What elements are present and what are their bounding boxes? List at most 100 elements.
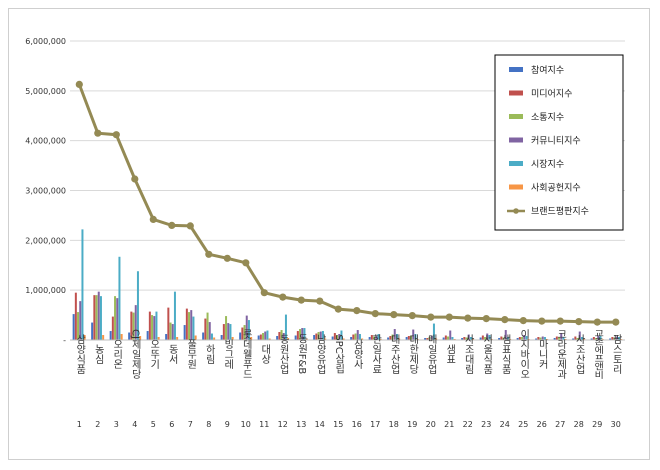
- bar-사회공헌지수: [157, 337, 160, 340]
- bar-시장지수: [432, 323, 435, 340]
- x-tick-label: 매일유업: [425, 334, 437, 374]
- bar-시장지수: [414, 334, 417, 340]
- rank-label: 21: [444, 420, 454, 429]
- line-point: [445, 313, 453, 321]
- rank-label: 30: [611, 420, 621, 429]
- bar-커뮤니티지수: [486, 333, 489, 340]
- bar-미디어지수: [500, 336, 503, 340]
- rank-label: 5: [151, 420, 156, 429]
- y-axis: - 1,000,000 2,000,000 3,000,000 4,000,000 5,0…: [25, 37, 66, 345]
- x-tick-label: 사조산업: [573, 334, 585, 374]
- line-point: [297, 296, 305, 304]
- bar-참여지수: [91, 322, 94, 340]
- rank-label: 24: [500, 420, 510, 429]
- bar-참여지수: [239, 332, 242, 340]
- bar-커뮤니티지수: [375, 336, 378, 340]
- bar-사회공헌지수: [102, 335, 105, 340]
- line-point: [556, 317, 564, 325]
- x-tick-label: 삼양사: [351, 339, 363, 370]
- bar-소통지수: [613, 337, 616, 340]
- bar-시장지수: [469, 337, 472, 340]
- line-point: [242, 259, 250, 267]
- x-tick-label: 동원F&B: [296, 334, 308, 375]
- bar-커뮤니티지수: [264, 331, 267, 340]
- legend-swatch: [509, 184, 523, 190]
- bar-참여지수: [479, 337, 482, 340]
- bar-참여지수: [257, 335, 260, 340]
- bar-소통지수: [188, 312, 191, 340]
- bar-시장지수: [377, 334, 380, 340]
- bar-커뮤니티지수: [430, 336, 433, 340]
- bar-소통지수: [95, 295, 98, 340]
- rank-label: 10: [241, 420, 251, 429]
- bar-커뮤니티지수: [190, 310, 193, 340]
- rank-label: 23: [481, 420, 491, 429]
- rank-label: 6: [169, 420, 174, 429]
- bar-미디어지수: [222, 324, 225, 340]
- line-point: [186, 222, 194, 230]
- rank-label: 13: [296, 420, 306, 429]
- bar-미디어지수: [185, 308, 188, 340]
- bar-시장지수: [617, 337, 620, 340]
- x-tick-label: 교촌에프앤비: [592, 329, 604, 380]
- bar-사회공헌지수: [176, 337, 179, 340]
- line-point: [408, 312, 416, 320]
- bar-사회공헌지수: [231, 337, 234, 340]
- bar-소통지수: [354, 333, 357, 340]
- bar-커뮤니티지수: [319, 331, 322, 340]
- bar-소통지수: [465, 337, 468, 340]
- bar-참여지수: [553, 338, 556, 340]
- y-tick-label: 3,000,000: [25, 187, 66, 196]
- rank-label: 15: [333, 420, 343, 429]
- x-tick-label: 롯데웰푸드: [240, 329, 252, 379]
- line-point: [149, 215, 157, 223]
- rank-label: 22: [463, 420, 473, 429]
- rank-label: 29: [592, 420, 602, 429]
- bar-미디어지수: [130, 311, 133, 340]
- bar-커뮤니티지수: [412, 329, 415, 340]
- bar-미디어지수: [296, 331, 299, 340]
- legend-label: 브랜드평판지수: [531, 206, 589, 217]
- line-point: [501, 316, 509, 324]
- x-tick-label: 샘표식품: [499, 334, 511, 374]
- rank-label: 17: [370, 420, 380, 429]
- x-tick-label: 풀무원: [185, 339, 197, 369]
- bar-참여지수: [128, 332, 131, 340]
- bar-참여지수: [331, 336, 334, 340]
- line-point: [371, 310, 379, 318]
- bar-커뮤니티지수: [282, 333, 285, 340]
- x-tick-label: 사조대림: [462, 334, 474, 374]
- bar-사회공헌지수: [139, 336, 142, 340]
- bar-커뮤니티지수: [134, 305, 137, 340]
- bar-참여지수: [590, 338, 593, 340]
- bar-시장지수: [118, 256, 121, 340]
- bar-참여지수: [183, 325, 186, 340]
- bar-사회공헌지수: [250, 337, 253, 340]
- bar-소통지수: [206, 312, 209, 340]
- x-tick-label: 샘표: [444, 344, 456, 364]
- legend-swatch: [509, 67, 523, 72]
- bar-사회공헌지수: [342, 338, 345, 340]
- y-tick-label: 2,000,000: [25, 236, 66, 245]
- legend-label: 참여지수: [531, 64, 564, 76]
- bar-미디어지수: [74, 292, 77, 340]
- bar-커뮤니티지수: [116, 298, 119, 340]
- bar-참여지수: [516, 338, 519, 340]
- bar-커뮤니티지수: [504, 330, 507, 340]
- bar-미디어지수: [93, 295, 96, 340]
- bar-미디어지수: [259, 334, 262, 340]
- bar-시장지수: [266, 330, 269, 340]
- bar-미디어지수: [111, 316, 114, 340]
- rank-label: 16: [352, 420, 362, 429]
- bar-소통지수: [151, 315, 154, 340]
- bar-시장지수: [81, 229, 84, 340]
- bar-시장지수: [136, 271, 139, 340]
- y-tick-label: 6,000,000: [25, 37, 66, 46]
- bar-소통지수: [391, 334, 394, 340]
- line-point: [519, 317, 527, 325]
- x-tick-label: 빙그레: [222, 339, 234, 370]
- bar-미디어지수: [352, 334, 355, 340]
- legend-label: 커뮤니티지수: [531, 136, 581, 147]
- line-point: [168, 221, 176, 229]
- bar-참여지수: [535, 338, 538, 340]
